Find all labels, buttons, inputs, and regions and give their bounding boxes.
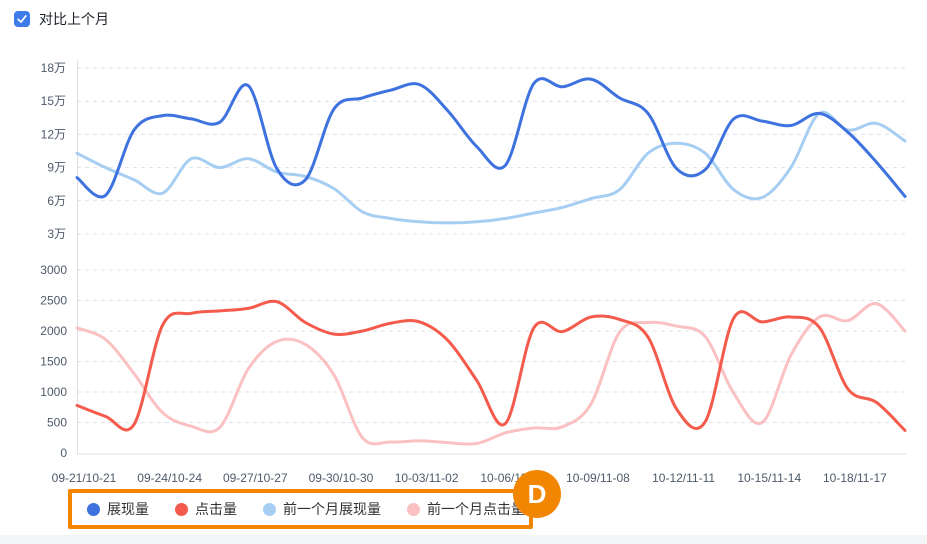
svg-text:10-18/11-17: 10-18/11-17 [823, 471, 887, 485]
svg-text:09-27/10-27: 09-27/10-27 [223, 471, 288, 485]
svg-text:1000: 1000 [40, 385, 67, 399]
svg-text:09-24/10-24: 09-24/10-24 [137, 471, 202, 485]
impressions-dot-icon [87, 502, 100, 516]
check-icon [17, 15, 27, 23]
compare-checkbox-label: 对比上个月 [39, 11, 109, 27]
series-line-3 [75, 302, 907, 446]
annotation-rect-D: 展现量 点击量 前一个月展现量 前一个月点击量 [68, 489, 533, 529]
legend-item-label: 前一个月点击量 [427, 501, 525, 517]
svg-text:9万: 9万 [47, 161, 66, 175]
svg-text:0: 0 [60, 446, 67, 460]
bottom-edge-strip [0, 535, 927, 544]
svg-text:09-21/10-21: 09-21/10-21 [52, 471, 117, 485]
svg-text:12万: 12万 [41, 127, 66, 141]
svg-text:1500: 1500 [40, 355, 67, 369]
prev-impressions-dot-icon [263, 502, 276, 516]
legend-item-prev-month-clicks[interactable]: 前一个月点击量 [407, 499, 525, 519]
legend-item-label: 前一个月展现量 [283, 501, 381, 517]
chart-legend: 展现量 点击量 前一个月展现量 前一个月点击量 [72, 493, 529, 525]
series-line-2 [75, 110, 907, 225]
svg-text:3000: 3000 [40, 263, 67, 277]
series-line-0 [75, 77, 907, 199]
legend-item-prev-month-impressions[interactable]: 前一个月展现量 [263, 499, 381, 519]
legend-item-impressions[interactable]: 展现量 [87, 499, 149, 519]
clicks-dot-icon [175, 502, 188, 516]
svg-text:2000: 2000 [40, 324, 67, 338]
svg-text:500: 500 [47, 416, 67, 430]
svg-text:10-15/11-14: 10-15/11-14 [737, 471, 801, 485]
svg-text:3万: 3万 [47, 227, 66, 241]
svg-text:2500: 2500 [40, 294, 67, 308]
legend-item-label: 点击量 [195, 501, 237, 517]
svg-text:15万: 15万 [41, 94, 66, 108]
svg-text:09-30/10-30: 09-30/10-30 [309, 471, 374, 485]
svg-text:10-09/11-08: 10-09/11-08 [566, 471, 630, 485]
legend-item-clicks[interactable]: 点击量 [175, 499, 237, 519]
legend-item-label: 展现量 [107, 501, 149, 517]
svg-text:6万: 6万 [47, 194, 66, 208]
svg-text:10-12/11-11: 10-12/11-11 [652, 471, 715, 485]
svg-text:18万: 18万 [41, 61, 66, 75]
compare-checkbox[interactable] [14, 11, 30, 27]
compare-toggle-row: 对比上个月 [14, 9, 109, 29]
svg-text:10-03/11-02: 10-03/11-02 [395, 471, 459, 485]
series-line-1 [75, 299, 907, 432]
prev-clicks-dot-icon [407, 502, 420, 516]
set-of-mark-badge-D: D [513, 470, 561, 518]
